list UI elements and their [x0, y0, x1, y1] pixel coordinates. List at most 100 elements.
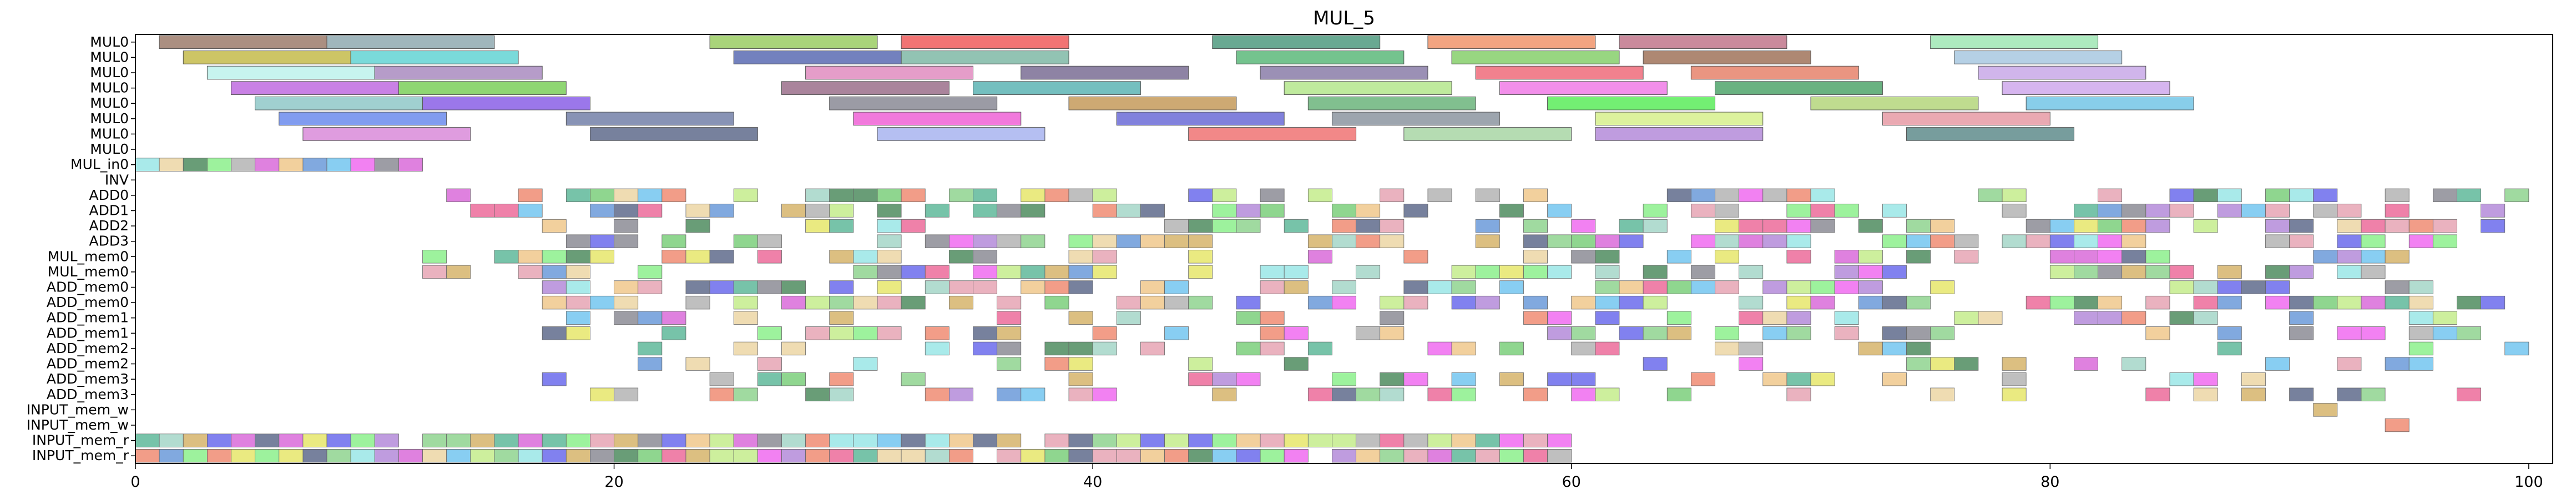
task-cell: [470, 434, 495, 447]
task-cell: [1739, 295, 1764, 310]
task-cell: [781, 204, 806, 218]
task-cell: [925, 280, 949, 294]
task-cell: [2408, 280, 2433, 294]
task-cell: [159, 158, 184, 172]
task-cell: [1380, 295, 1405, 310]
task-cell: [1475, 265, 1500, 279]
task-cell: [1164, 280, 1189, 294]
task-cell: [1786, 188, 1811, 203]
task-cell: [1403, 280, 1428, 294]
task-bar: [374, 65, 543, 80]
task-cell: [2002, 372, 2027, 386]
task-cell: [1906, 357, 1931, 371]
task-cell: [829, 372, 854, 386]
task-cell: [973, 434, 998, 447]
task-cell: [135, 434, 160, 447]
task-bar: [1978, 65, 2146, 80]
task-cell: [997, 448, 1022, 463]
task-cell: [757, 326, 782, 340]
task-cell: [1140, 295, 1165, 310]
task-cell: [1021, 188, 1045, 203]
task-bar: [1499, 81, 1668, 95]
task-cell: [1690, 234, 1715, 248]
task-bar: [1116, 112, 1285, 126]
task-cell: [1140, 280, 1165, 294]
task-cell: [2145, 204, 2170, 218]
task-cell: [925, 265, 949, 279]
task-cell: [206, 434, 231, 447]
task-cell: [1356, 387, 1381, 401]
task-cell: [2408, 311, 2433, 325]
task-cell: [1715, 280, 1740, 294]
task-cell: [1307, 434, 1332, 447]
task-cell: [1307, 188, 1332, 203]
task-cell: [1834, 265, 1859, 279]
task-cell: [518, 204, 543, 218]
task-cell: [1332, 372, 1356, 386]
task-cell: [183, 448, 208, 463]
task-cell: [590, 387, 614, 401]
task-cell: [1666, 250, 1691, 264]
task-cell: [1092, 265, 1117, 279]
task-bar: [206, 65, 375, 80]
task-cell: [135, 158, 160, 172]
x-tick-label: 40: [1083, 473, 1102, 491]
task-cell: [1666, 311, 1691, 325]
task-cell: [853, 188, 878, 203]
task-cell: [1595, 387, 1620, 401]
y-tick-label: ADD_mem1: [47, 310, 129, 326]
short-task-layer: [135, 158, 2529, 463]
task-cell: [1332, 280, 1356, 294]
task-cell: [1044, 280, 1069, 294]
task-cell: [1451, 434, 1476, 447]
task-cell: [1212, 434, 1237, 447]
task-cell: [518, 265, 543, 279]
task-cell: [2385, 418, 2410, 432]
task-cell: [1284, 326, 1309, 340]
task-cell: [2289, 326, 2314, 340]
task-cell: [948, 234, 973, 248]
task-cell: [829, 188, 854, 203]
task-cell: [1068, 280, 1093, 294]
task-cell: [661, 188, 686, 203]
task-cell: [1906, 219, 1931, 233]
task-cell: [1739, 188, 1764, 203]
task-cell: [2169, 280, 2194, 294]
task-cell: [1332, 204, 1356, 218]
task-bar: [255, 96, 423, 110]
task-cell: [709, 204, 734, 218]
task-cell: [2457, 387, 2482, 401]
task-cell: [1882, 326, 1907, 340]
task-cell: [997, 326, 1022, 340]
task-cell: [1356, 326, 1381, 340]
task-cell: [733, 387, 758, 401]
task-cell: [757, 372, 782, 386]
task-cell: [1116, 434, 1141, 447]
task-cell: [2265, 188, 2290, 203]
task-cell: [590, 434, 614, 447]
task-cell: [1044, 341, 1069, 356]
task-cell: [948, 250, 973, 264]
task-cell: [1427, 448, 1452, 463]
task-cell: [997, 357, 1022, 371]
task-cell: [901, 265, 926, 279]
task-cell: [733, 311, 758, 325]
task-cell: [1068, 250, 1093, 264]
task-cell: [614, 234, 639, 248]
task-bar: [1021, 65, 1189, 80]
task-cell: [1451, 280, 1476, 294]
task-cell: [1260, 341, 1285, 356]
task-cell: [733, 448, 758, 463]
y-tick-label: MUL0: [90, 95, 129, 111]
task-cell: [350, 434, 375, 447]
task-cell: [1690, 372, 1715, 386]
task-cell: [853, 326, 878, 340]
task-cell: [685, 204, 710, 218]
task-cell: [2145, 387, 2170, 401]
task-cell: [1451, 387, 1476, 401]
task-cell: [518, 250, 543, 264]
task-cell: [2145, 265, 2170, 279]
task-cell: [1092, 326, 1117, 340]
task-cell: [1715, 250, 1740, 264]
task-cell: [901, 434, 926, 447]
